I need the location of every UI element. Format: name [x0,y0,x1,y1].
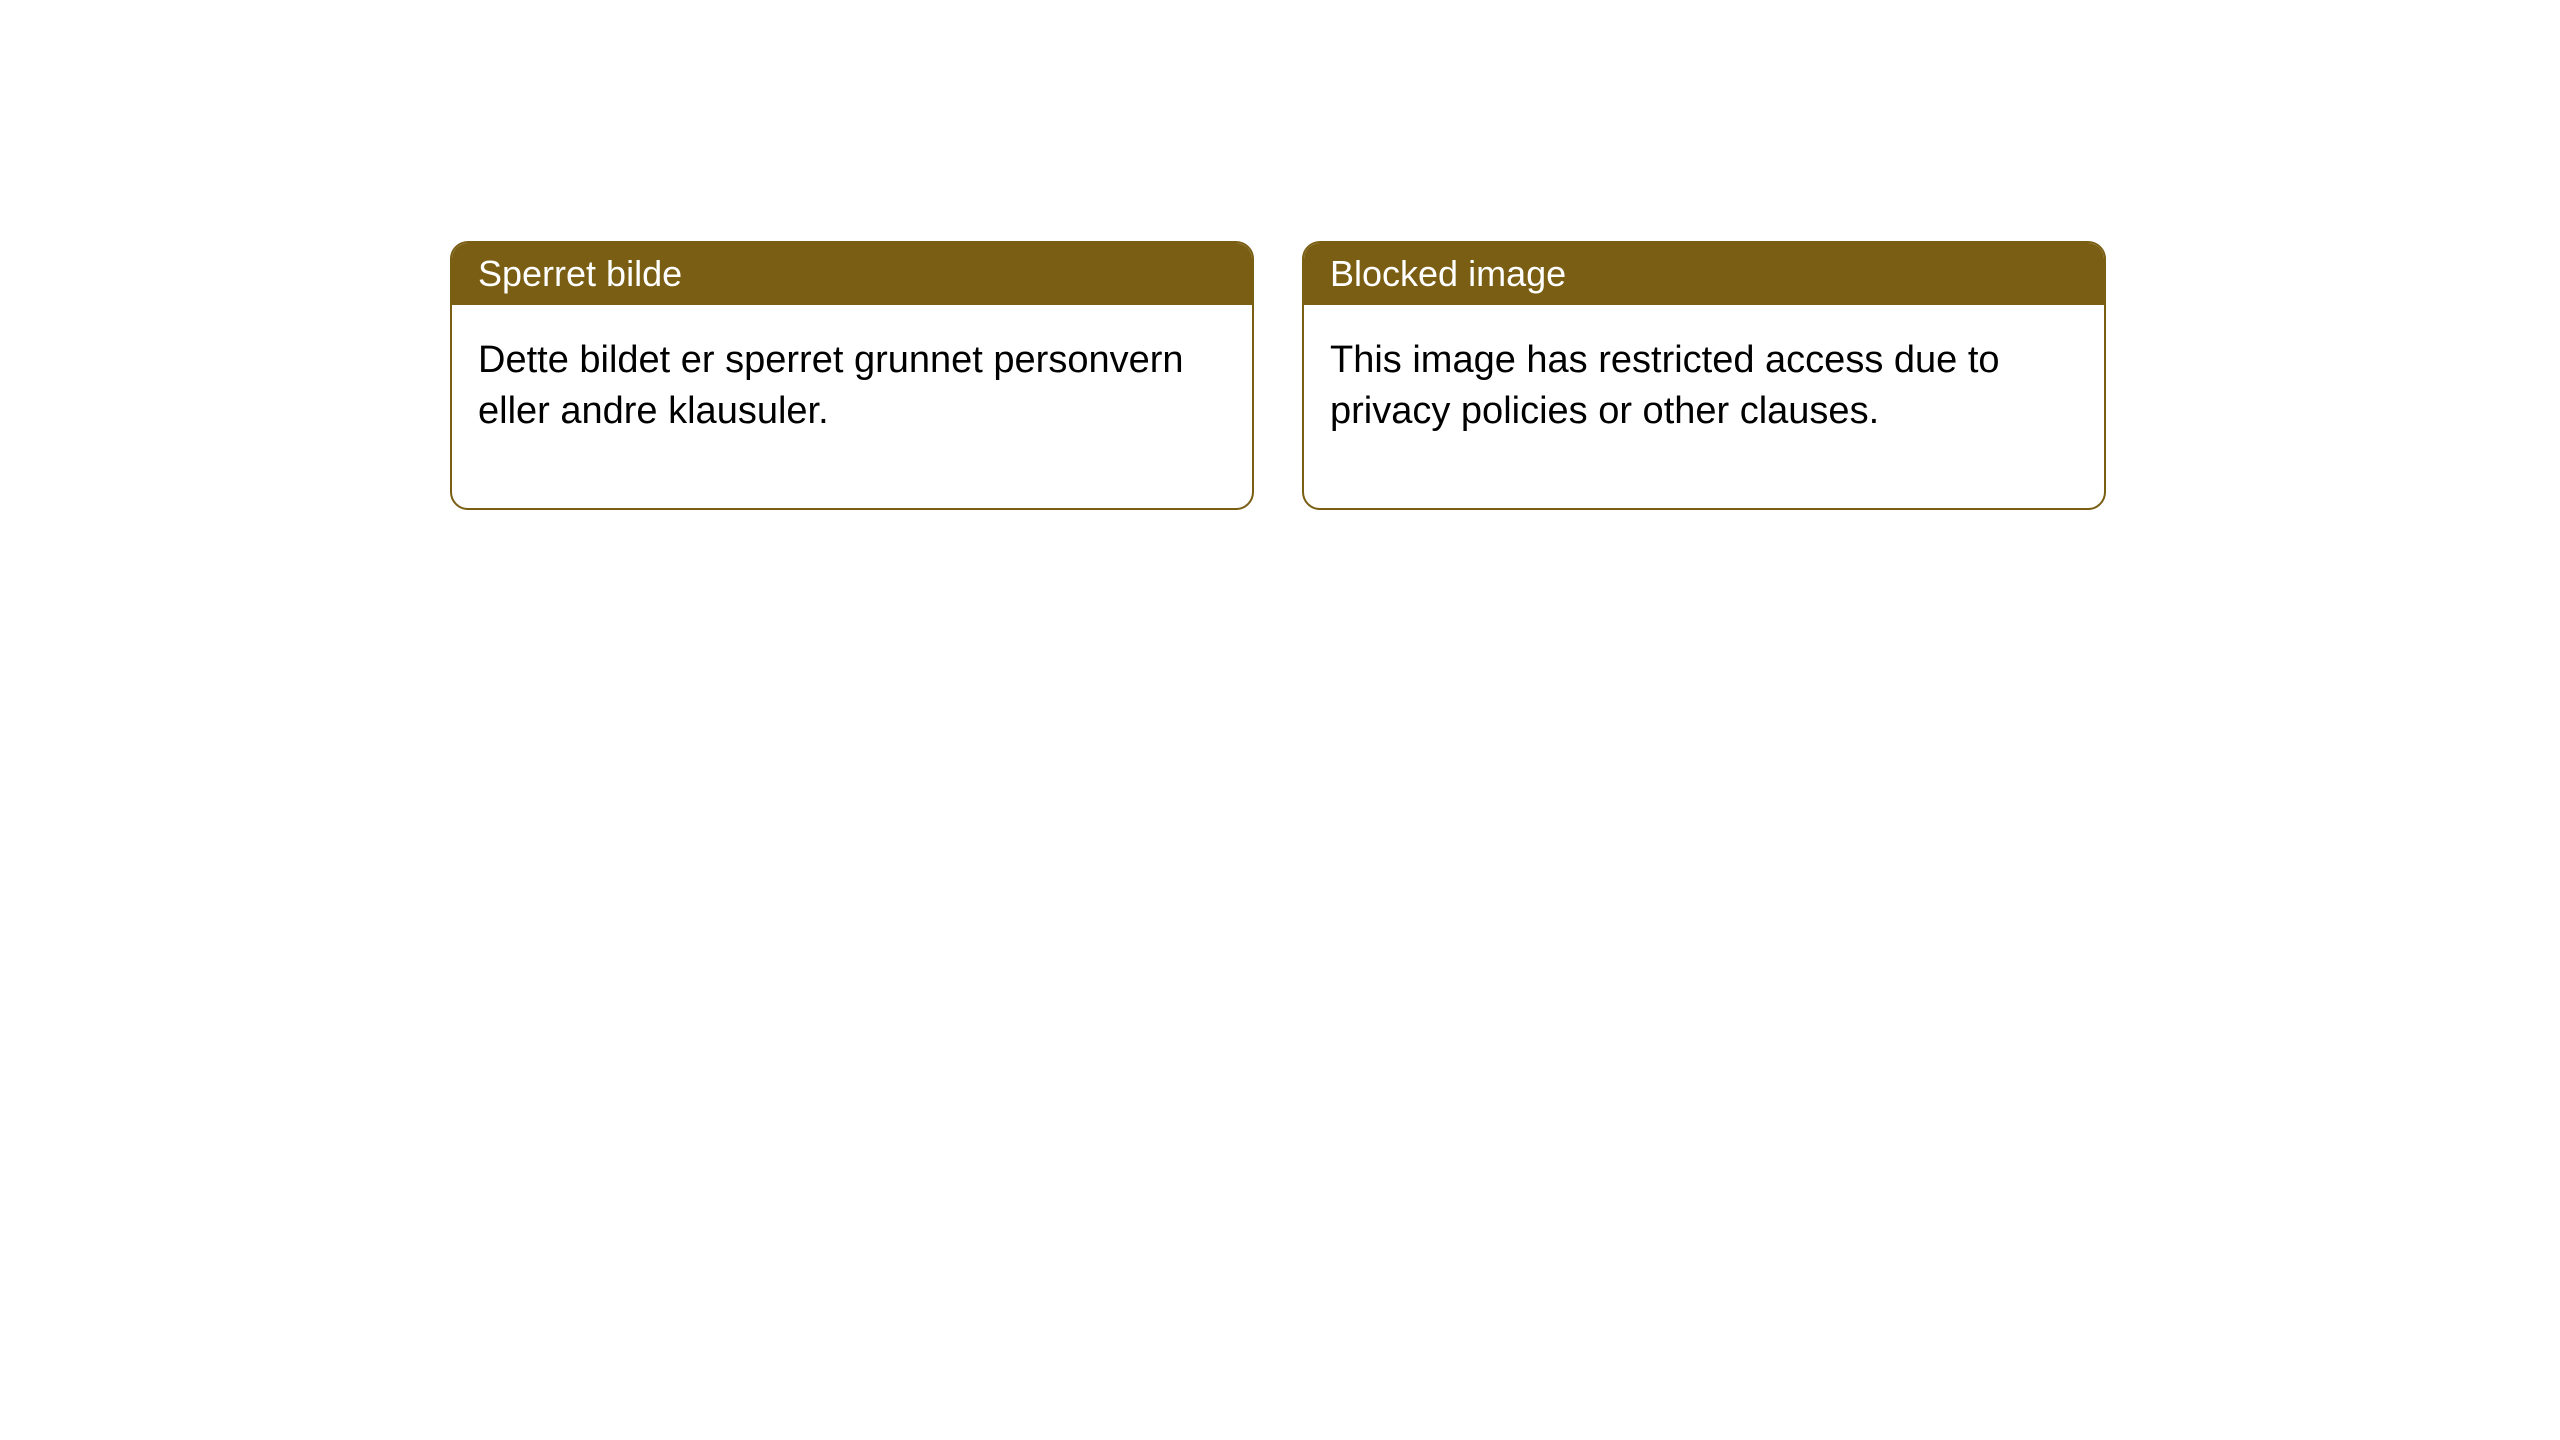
notice-card-english: Blocked image This image has restricted … [1302,241,2106,510]
card-body-english: This image has restricted access due to … [1304,305,2104,508]
card-body-norwegian: Dette bildet er sperret grunnet personve… [452,305,1252,508]
notice-container: Sperret bilde Dette bildet er sperret gr… [0,0,2560,510]
notice-card-norwegian: Sperret bilde Dette bildet er sperret gr… [450,241,1254,510]
card-header-norwegian: Sperret bilde [452,243,1252,305]
card-header-english: Blocked image [1304,243,2104,305]
